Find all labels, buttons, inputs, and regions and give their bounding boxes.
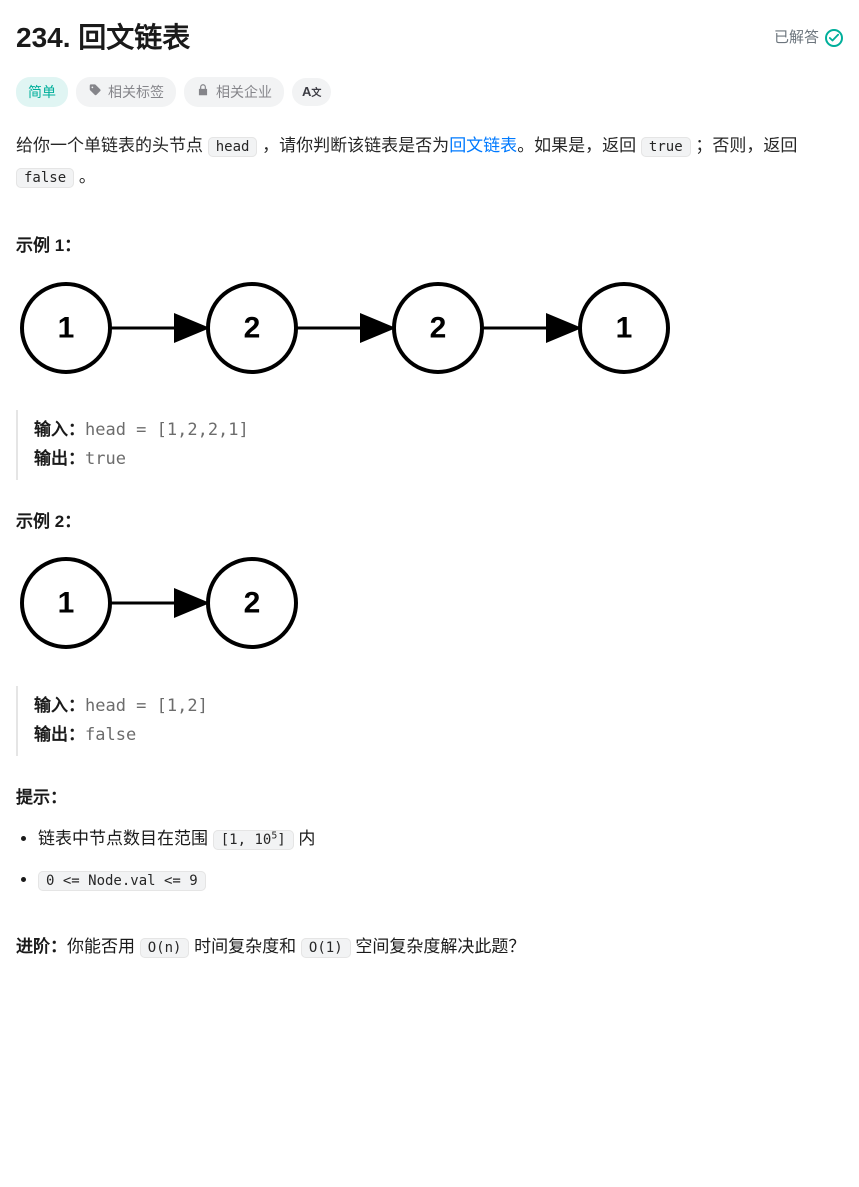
node-value: 1	[58, 587, 75, 620]
example-io: 输入：head = [1,2]输出：false	[16, 686, 843, 756]
pill-row: 简单 相关标签 相关企业 A文	[16, 77, 843, 107]
desc-text: 。如果是，返回	[517, 136, 641, 155]
constraint-text: 链表中节点数目在范围	[38, 829, 213, 848]
problem-title: 234. 回文链表	[16, 16, 190, 61]
code-o1: O(1)	[301, 938, 351, 958]
desc-text: ，请你判断该链表是否为	[257, 136, 449, 155]
followup: 进阶：你能否用 O(n) 时间复杂度和 O(1) 空间复杂度解决此题？	[16, 933, 843, 960]
constraint-text: 内	[294, 829, 316, 848]
followup-text: 空间复杂度解决此题？	[351, 937, 526, 956]
code-false: false	[16, 168, 74, 188]
input-value: head = [1,2]	[85, 696, 208, 716]
tags-pill[interactable]: 相关标签	[76, 77, 176, 107]
input-value: head = [1,2,2,1]	[85, 420, 249, 440]
node-value: 2	[430, 311, 447, 344]
followup-text: 时间复杂度和	[189, 937, 300, 956]
constraint-item: 链表中节点数目在范围 [1, 105] 内	[38, 825, 843, 852]
node-value: 1	[616, 311, 633, 344]
palindrome-link[interactable]: 回文链表	[449, 136, 517, 155]
desc-text: 。	[74, 167, 96, 186]
example-io: 输入：head = [1,2,2,1]输出：true	[16, 410, 843, 480]
constraint-item: 0 <= Node.val <= 9	[38, 866, 843, 893]
lock-icon	[196, 81, 210, 103]
translate-pill[interactable]: A文	[292, 78, 331, 107]
example-diagram: 12	[16, 553, 843, 662]
linked-list-diagram: 1 2 2 1	[16, 278, 674, 378]
linked-list-diagram: 12	[16, 553, 302, 653]
input-label: 输入：	[34, 696, 85, 715]
example-heading: 示例 1：	[16, 232, 843, 259]
translate-icon: A文	[302, 82, 321, 103]
constraint-code: 0 <= Node.val <= 9	[38, 871, 206, 891]
example-diagram: 1 2 2 1	[16, 278, 843, 387]
followup-text: 你能否用	[67, 937, 140, 956]
node-value: 2	[244, 311, 261, 344]
code-on: O(n)	[140, 938, 190, 958]
companies-label: 相关企业	[216, 81, 272, 103]
solved-status: 已解答	[774, 26, 843, 50]
code-head: head	[208, 137, 258, 157]
output-label: 输出：	[34, 449, 85, 468]
example-heading: 示例 2：	[16, 508, 843, 535]
constraints-list: 链表中节点数目在范围 [1, 105] 内 0 <= Node.val <= 9	[16, 825, 843, 893]
desc-text: ；否则，返回	[691, 136, 798, 155]
output-value: false	[85, 725, 136, 745]
output-value: true	[85, 449, 126, 469]
constraints-heading: 提示：	[16, 784, 843, 811]
tag-icon	[88, 81, 102, 103]
node-value: 2	[244, 587, 261, 620]
code-true: true	[641, 137, 691, 157]
companies-pill[interactable]: 相关企业	[184, 77, 284, 107]
node-value: 1	[58, 311, 75, 344]
solved-label: 已解答	[774, 26, 819, 50]
constraint-code: [1, 105]	[213, 830, 294, 850]
input-label: 输入：	[34, 420, 85, 439]
difficulty-pill[interactable]: 简单	[16, 77, 68, 107]
followup-label: 进阶：	[16, 937, 67, 956]
problem-description: 给你一个单链表的头节点 head ，请你判断该链表是否为回文链表。如果是，返回 …	[16, 131, 843, 192]
desc-text: 给你一个单链表的头节点	[16, 136, 208, 155]
tags-label: 相关标签	[108, 81, 164, 103]
check-icon	[825, 29, 843, 47]
output-label: 输出：	[34, 725, 85, 744]
